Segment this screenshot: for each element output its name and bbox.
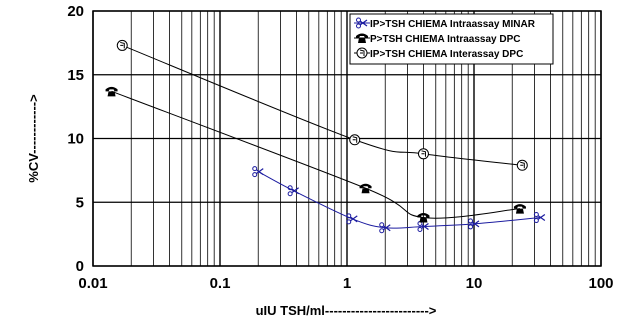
- data-point-2: [105, 86, 118, 97]
- data-point-1: [346, 213, 358, 225]
- legend-marker: [356, 33, 368, 43]
- y-tick-labels: 0 5 10 15 20: [67, 3, 84, 275]
- data-point-1: [468, 218, 480, 230]
- y-tick-label: 0: [76, 258, 84, 275]
- series-line-1: [257, 171, 540, 229]
- legend-rows: IP>TSH CHIEMA Intraassay MINAR P>TSH CHIE…: [354, 17, 536, 60]
- legend: IP>TSH CHIEMA Intraassay MINAR P>TSH CHIE…: [349, 13, 554, 65]
- data-point-1: [287, 185, 299, 197]
- x-tick-labels: 0.01 0.1 1 10 100: [78, 275, 613, 292]
- data-point-1: [252, 166, 264, 178]
- legend-marker: [356, 17, 368, 29]
- series-layer: [105, 39, 546, 234]
- y-tick-label: 5: [76, 194, 84, 211]
- legend-marker: [356, 47, 368, 59]
- y-tick-label: 10: [67, 131, 84, 148]
- x-tick-label: 0.1: [210, 275, 231, 292]
- y-tick-label: 20: [67, 3, 84, 20]
- series-line-2: [111, 90, 520, 219]
- data-point-1: [533, 212, 546, 224]
- data-point-1: [417, 220, 429, 232]
- series-line-3: [122, 44, 523, 166]
- legend-label: IP>TSH CHIEMA Interassay DPC: [370, 49, 523, 60]
- x-tick-label: 10: [466, 275, 483, 292]
- data-point-3: [349, 134, 361, 146]
- legend-label: IP>TSH CHIEMA Intraassay MINAR: [370, 19, 536, 30]
- legend-entry: IP>TSH CHIEMA Interassay DPC: [354, 47, 523, 60]
- plot-frame: [92, 10, 602, 267]
- legend-entry: P>TSH CHIEMA Intraassay DPC: [354, 33, 521, 45]
- x-axis-title: uIU TSH/ml------------------------>: [256, 303, 437, 318]
- legend-box: [349, 13, 554, 65]
- data-point-1: [379, 222, 391, 234]
- data-point-2: [513, 204, 526, 214]
- data-point-3: [516, 159, 528, 171]
- x-tick-label: 100: [588, 275, 613, 292]
- y-axis-title: %CV------------>: [26, 94, 41, 183]
- data-point-2: [417, 213, 430, 223]
- x-tick-label: 1: [343, 275, 351, 292]
- legend-label: P>TSH CHIEMA Intraassay DPC: [370, 34, 521, 45]
- legend-entry: IP>TSH CHIEMA Intraassay MINAR: [354, 17, 536, 30]
- y-tick-label: 15: [67, 67, 84, 84]
- data-point-2: [359, 183, 372, 194]
- x-tick-label: 0.01: [78, 275, 107, 292]
- data-point-3: [417, 148, 429, 160]
- data-point-3: [116, 39, 128, 51]
